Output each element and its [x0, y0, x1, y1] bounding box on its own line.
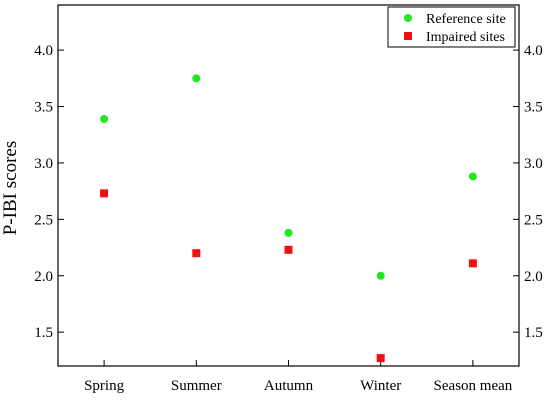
y-tick-label-right: 3.0 [524, 156, 543, 172]
point-reference-site [100, 114, 109, 123]
y-axis-left-ticks: 1.5 2.0 2.5 3.0 3.5 4.0 [34, 43, 64, 341]
y-tick-label-left: 1.5 [34, 325, 53, 341]
legend-label: Impaired sites [426, 30, 505, 45]
point-reference-site [192, 74, 201, 83]
x-tick-label: Winter [360, 378, 401, 394]
legend-label: Reference site [426, 12, 506, 27]
y-tick-label-left: 4.0 [34, 43, 53, 59]
x-tick-label: Spring [84, 378, 125, 394]
point-impaired-sites [284, 245, 293, 254]
y-tick-label-left: 2.5 [34, 212, 53, 228]
data-points [100, 74, 477, 363]
y-tick-label-right: 4.0 [524, 43, 543, 59]
point-reference-site [376, 271, 385, 280]
y-tick-label-left: 2.0 [34, 269, 53, 285]
y-tick-label-right: 3.5 [524, 100, 543, 116]
y-tick-label-left: 3.0 [34, 156, 53, 172]
x-tick-label: Summer [171, 378, 222, 394]
legend: Reference site Impaired sites [387, 6, 516, 48]
y-tick-label-left: 3.5 [34, 100, 53, 116]
plot-frame [57, 4, 520, 367]
point-impaired-sites [376, 354, 385, 363]
y-axis-title: P-IBI scores [0, 141, 21, 235]
point-reference-site [468, 172, 477, 181]
point-impaired-sites [192, 249, 201, 258]
legend-box [387, 6, 516, 48]
y-axis-right-ticks: 1.5 2.0 2.5 3.0 3.5 4.0 [513, 43, 543, 341]
y-tick-label-right: 1.5 [524, 325, 543, 341]
point-impaired-sites [468, 259, 477, 268]
point-impaired-sites [100, 189, 109, 198]
legend-marker-impaired-sites [404, 32, 412, 40]
y-tick-label-right: 2.0 [524, 269, 543, 285]
y-tick-label-right: 2.5 [524, 212, 543, 228]
point-reference-site [284, 228, 293, 237]
x-axis-ticks: Spring Summer Autumn Winter Season mean [84, 360, 513, 394]
x-tick-label: Season mean [434, 378, 513, 394]
legend-marker-reference-site [404, 14, 412, 22]
x-tick-label: Autumn [264, 378, 314, 394]
